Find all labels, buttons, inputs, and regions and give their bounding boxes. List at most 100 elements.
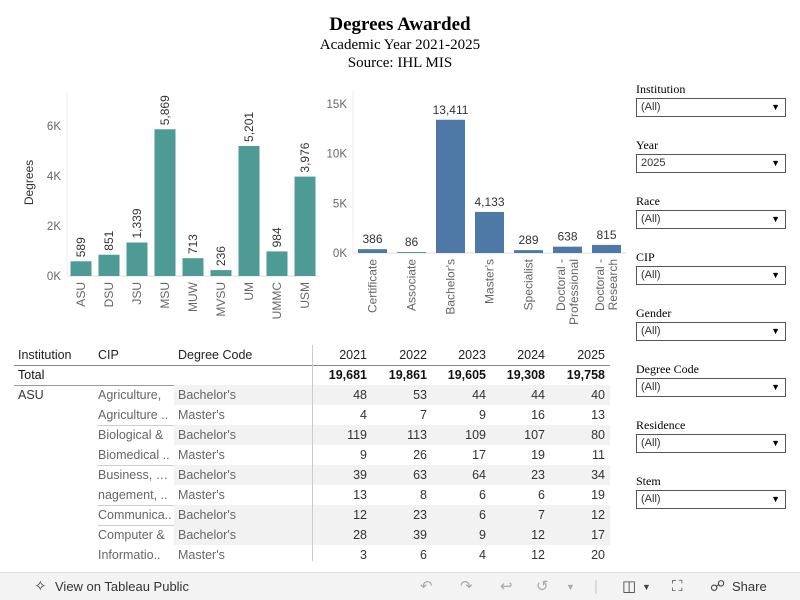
header-institution[interactable]: Institution — [18, 348, 72, 362]
header-year[interactable]: 2021 — [339, 348, 367, 362]
share-button[interactable]: Share — [732, 579, 767, 594]
filter-dropdown[interactable]: (All) ▼ — [636, 210, 786, 229]
data-label: 984 — [270, 227, 284, 247]
degrees-table[interactable]: Institution CIP Degree Code 2021 2022 20… — [14, 345, 610, 561]
dropdown-arrow-icon: ▼ — [771, 270, 780, 280]
header-year[interactable]: 2023 — [458, 348, 486, 362]
y-tick-label: 0K — [47, 271, 61, 283]
degree-code-cell: Master's — [178, 488, 225, 502]
total-value: 19,605 — [447, 368, 486, 382]
y-tick-label: 5K — [333, 198, 347, 210]
degree-code-cell: Bachelor's — [178, 468, 236, 482]
refresh-dropdown-icon[interactable]: ▼ — [566, 582, 575, 592]
filter-value: (All) — [641, 269, 661, 281]
header-year[interactable]: 2025 — [577, 348, 605, 362]
cip-cell: Agriculture, — [98, 388, 162, 402]
header-year[interactable]: 2022 — [399, 348, 427, 362]
bar[interactable] — [592, 244, 621, 253]
value-cell: 80 — [591, 428, 605, 442]
x-tick-label: JSU — [130, 282, 144, 305]
filter-dropdown[interactable]: (All) ▼ — [636, 322, 786, 341]
value-cell: 19 — [591, 488, 605, 502]
table-row[interactable]: Bachelor's 119 113 109 107 80 — [174, 425, 610, 445]
table-row[interactable]: Master's 13 8 6 6 19 — [174, 485, 610, 505]
header-cip[interactable]: CIP — [98, 348, 119, 362]
bar[interactable] — [294, 176, 316, 276]
data-label: 851 — [102, 230, 116, 250]
cip-cell: Biological & — [98, 428, 164, 442]
filter-dropdown[interactable]: (All) ▼ — [636, 98, 786, 117]
x-tick-label: UM — [242, 282, 256, 301]
bar[interactable] — [358, 249, 387, 253]
bar[interactable] — [436, 119, 465, 254]
refresh-icon[interactable]: ↺ — [536, 578, 549, 595]
degree-code-bar-chart[interactable]: 0K 5K 10K 15K 386 Certificate 86 Associate 13,41… — [320, 75, 630, 343]
bar[interactable] — [514, 250, 543, 253]
redo-icon[interactable]: ↷ — [460, 578, 473, 595]
bar[interactable] — [98, 254, 120, 276]
bar[interactable] — [266, 251, 288, 276]
table-row[interactable]: Bachelor's 39 63 64 23 34 — [174, 465, 610, 485]
download-dropdown-icon[interactable]: ▼ — [642, 582, 651, 592]
header-degree-code[interactable]: Degree Code — [178, 348, 253, 362]
institution-bar-chart[interactable]: 0K 2K 4K 6K Degrees 589 ASU 851 DSU 1,339 JSU 5,869… — [0, 75, 320, 343]
data-label: 13,411 — [433, 103, 469, 117]
undo-icon[interactable]: ↶ — [420, 578, 433, 595]
table-row[interactable]: Master's 4 7 9 16 13 — [174, 405, 610, 425]
y-tick-label: 2K — [47, 221, 61, 233]
filter-value: (All) — [641, 381, 661, 393]
header-year[interactable]: 2024 — [517, 348, 545, 362]
x-tick-label: MSU — [158, 282, 172, 309]
bar[interactable] — [238, 145, 260, 276]
dropdown-arrow-icon: ▼ — [771, 102, 780, 112]
title-block: Degrees Awarded Academic Year 2021-2025 … — [0, 14, 800, 72]
x-tick-label: Bachelor's — [444, 259, 458, 315]
y-tick-label: 6K — [47, 121, 61, 133]
bar[interactable] — [154, 129, 176, 276]
table-row[interactable]: Master's 3 6 4 12 20 — [174, 545, 610, 561]
dropdown-arrow-icon: ▼ — [771, 158, 780, 168]
filter-cip: CIP (All) ▼ — [636, 250, 786, 285]
x-tick-label: MUW — [186, 281, 200, 312]
value-cell: 12 — [531, 528, 545, 542]
value-cell: 6 — [538, 488, 545, 502]
total-value: 19,681 — [328, 368, 367, 382]
bar[interactable] — [126, 242, 148, 276]
download-icon[interactable]: ◫ — [622, 578, 637, 595]
bar[interactable] — [182, 258, 204, 276]
filter-dropdown[interactable]: 2025 ▼ — [636, 154, 786, 173]
table-row[interactable]: Bachelor's 48 53 44 44 40 — [174, 385, 610, 405]
filter-value: 2025 — [641, 157, 666, 169]
view-on-tableau-public-link[interactable]: View on Tableau Public — [55, 579, 189, 594]
value-cell: 109 — [465, 428, 486, 442]
bar[interactable] — [553, 246, 582, 253]
filter-label: Degree Code — [636, 362, 699, 376]
data-label: 289 — [518, 233, 538, 247]
value-cell: 12 — [591, 508, 605, 522]
cip-cell: Informatio.. — [98, 548, 161, 561]
filter-value: (All) — [641, 493, 661, 505]
filter-residence: Residence (All) ▼ — [636, 418, 786, 453]
table-row[interactable]: Master's 9 26 17 19 11 — [174, 445, 610, 465]
value-cell: 44 — [531, 388, 545, 402]
bar[interactable] — [475, 211, 504, 253]
bar[interactable] — [70, 261, 92, 276]
value-cell: 12 — [353, 508, 367, 522]
value-cell: 39 — [353, 468, 367, 482]
value-cell: 113 — [407, 428, 427, 442]
table-row[interactable]: Bachelor's 28 39 9 12 17 — [174, 525, 610, 545]
y-tick-label: 10K — [327, 149, 348, 161]
filter-dropdown[interactable]: (All) ▼ — [636, 378, 786, 397]
bar[interactable] — [210, 270, 232, 276]
revert-icon[interactable]: ↩ — [500, 578, 513, 595]
value-cell: 19 — [531, 448, 545, 462]
filter-dropdown[interactable]: (All) ▼ — [636, 490, 786, 509]
table-row[interactable]: Bachelor's 12 23 6 7 12 — [174, 505, 610, 525]
x-tick-label: Doctoral - — [593, 259, 607, 311]
fullscreen-icon[interactable]: ⛶ — [672, 578, 683, 595]
x-tick-label: ASU — [74, 282, 88, 307]
filter-dropdown[interactable]: (All) ▼ — [636, 434, 786, 453]
filter-dropdown[interactable]: (All) ▼ — [636, 266, 786, 285]
share-icon[interactable]: ☍ — [710, 578, 726, 595]
bar[interactable] — [397, 252, 426, 253]
